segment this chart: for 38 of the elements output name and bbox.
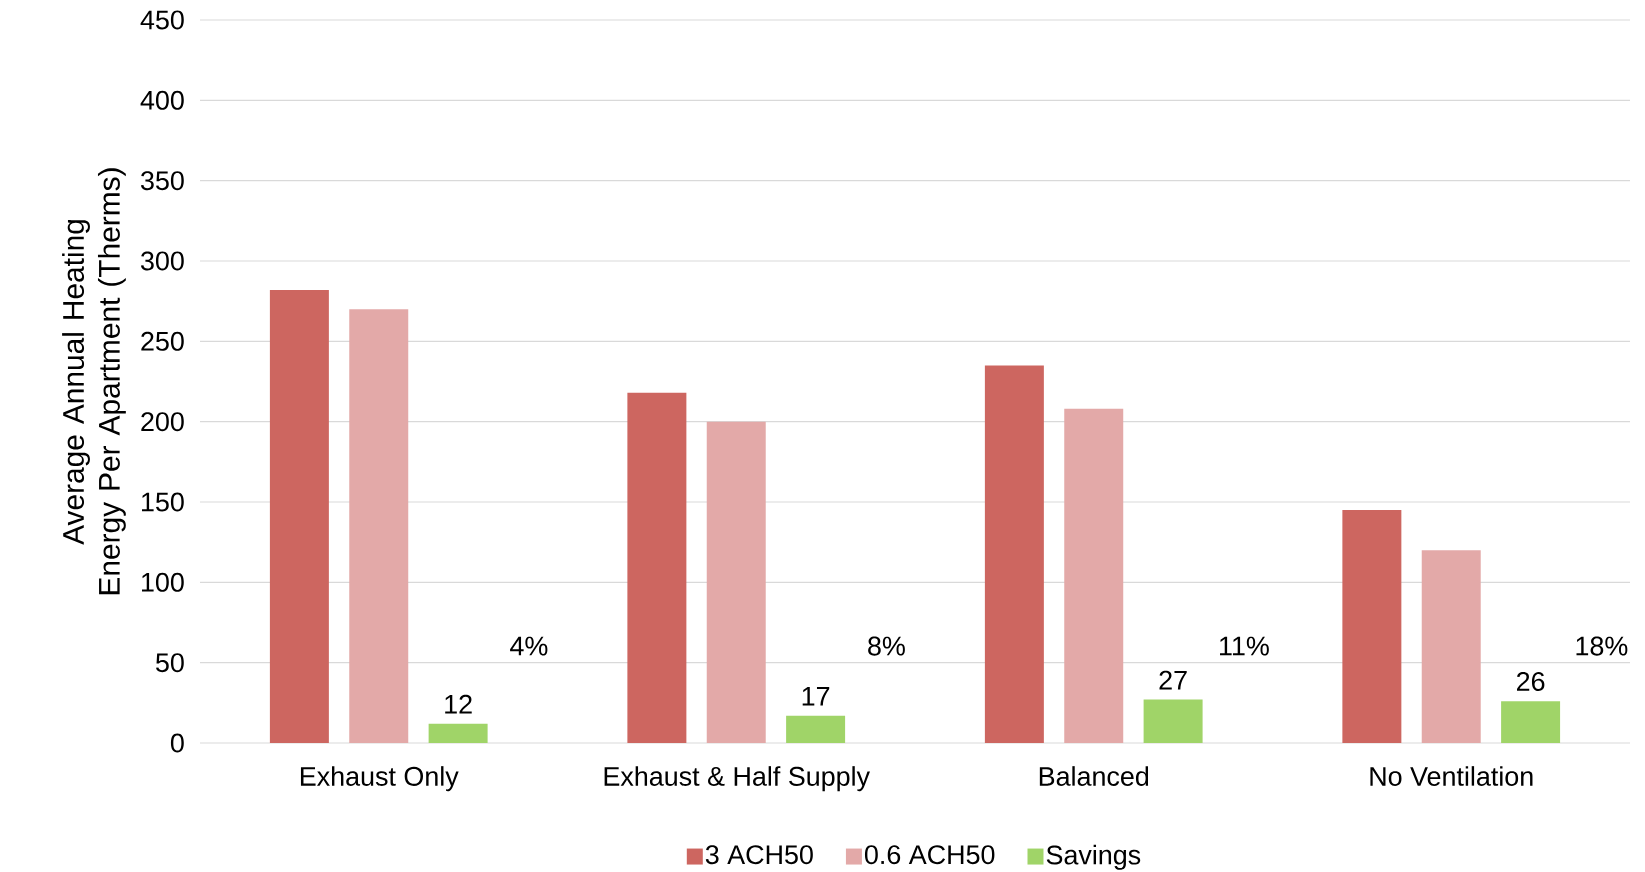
y-tick-label: 50 bbox=[156, 653, 184, 673]
bar bbox=[1064, 408, 1124, 743]
bar bbox=[786, 715, 846, 743]
bar bbox=[1143, 699, 1203, 743]
data-label: 17 bbox=[802, 686, 830, 706]
x-tick-label: Balanced bbox=[1039, 766, 1149, 786]
y-tick-label: 100 bbox=[142, 572, 184, 592]
y-tick-label: 200 bbox=[141, 412, 184, 432]
annotation: 11% bbox=[1220, 636, 1269, 656]
y-tick-label: 300 bbox=[140, 251, 184, 271]
x-tick-label: Exhaust Only bbox=[300, 766, 459, 792]
legend-label: 0.6 ACH50 bbox=[864, 845, 995, 865]
bar bbox=[1421, 550, 1481, 743]
bar bbox=[1342, 510, 1402, 743]
bar bbox=[627, 392, 687, 743]
x-tick-label: No Ventilation bbox=[1370, 766, 1533, 786]
data-label: 12 bbox=[445, 694, 472, 714]
annotation: 8% bbox=[868, 636, 905, 656]
y-tick-label: 150 bbox=[142, 492, 184, 512]
bar bbox=[984, 365, 1044, 743]
bar bbox=[269, 289, 329, 743]
y-tick-label: 400 bbox=[140, 90, 184, 110]
data-label: 26 bbox=[1517, 671, 1545, 692]
y-tick-label: 0 bbox=[170, 733, 184, 753]
annotation: 4% bbox=[510, 636, 548, 656]
y-axis-title: Average Annual Heating Energy Per Apartment (Therms) bbox=[62, 168, 126, 595]
bar bbox=[349, 309, 409, 743]
x-tick-label: Exhaust & Half Supply bbox=[604, 766, 870, 792]
annotation: 18% bbox=[1576, 636, 1628, 656]
legend-label: 3 ACH50 bbox=[705, 845, 813, 865]
bar bbox=[706, 421, 766, 743]
legend-label: Savings bbox=[1046, 844, 1141, 870]
y-tick-label: 350 bbox=[140, 171, 184, 191]
y-tick-label: 250 bbox=[141, 331, 184, 351]
y-tick-label: 450 bbox=[140, 10, 184, 30]
bar bbox=[428, 723, 488, 743]
bar bbox=[1501, 701, 1561, 743]
data-label: 27 bbox=[1159, 670, 1187, 690]
